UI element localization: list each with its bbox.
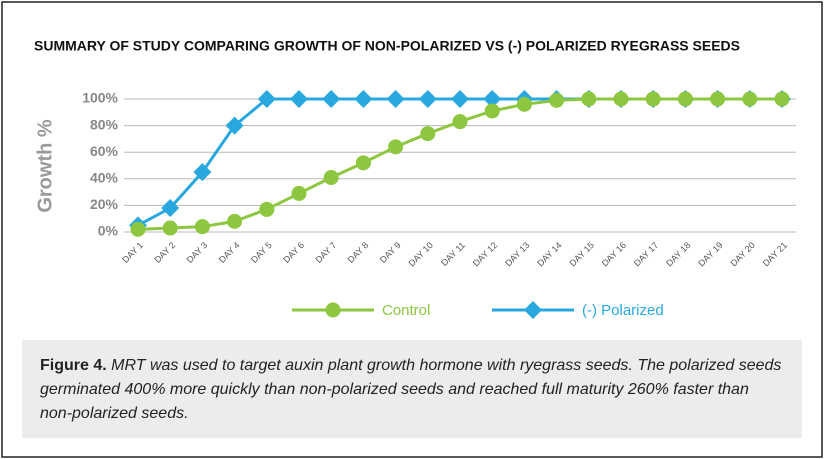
x-tick-label: DAY 7 bbox=[313, 240, 338, 265]
data-point bbox=[484, 103, 500, 119]
data-point bbox=[613, 91, 629, 107]
x-tick-label: DAY 4 bbox=[217, 240, 242, 265]
x-tick-label: DAY 6 bbox=[281, 240, 306, 265]
data-point bbox=[193, 163, 212, 182]
data-point bbox=[386, 90, 405, 108]
data-point bbox=[388, 139, 404, 155]
data-point bbox=[225, 116, 244, 135]
data-point bbox=[418, 90, 437, 108]
x-tick-label: DAY 3 bbox=[185, 240, 210, 265]
data-point bbox=[774, 91, 790, 107]
data-point bbox=[290, 90, 308, 108]
data-point bbox=[194, 219, 210, 235]
data-point bbox=[291, 185, 307, 201]
data-point bbox=[420, 126, 436, 142]
data-point bbox=[452, 114, 468, 130]
y-axis-title: Growth % bbox=[34, 119, 56, 213]
data-point bbox=[322, 90, 341, 108]
x-tick-label: DAY 12 bbox=[471, 240, 499, 268]
data-point bbox=[645, 91, 661, 107]
x-tick-label: DAY 2 bbox=[152, 240, 177, 265]
y-tick-label: 20% bbox=[90, 196, 119, 212]
legend-label: (-) Polarized bbox=[582, 302, 664, 319]
x-tick-label: DAY 21 bbox=[761, 240, 789, 268]
x-tick-label: DAY 9 bbox=[378, 240, 403, 265]
data-point bbox=[259, 201, 275, 217]
x-tick-label: DAY 18 bbox=[664, 240, 692, 268]
x-tick-label: DAY 15 bbox=[567, 240, 595, 268]
legend-label: Control bbox=[382, 302, 430, 319]
data-point bbox=[516, 96, 532, 112]
caption: Figure 4. MRT was used to target auxin p… bbox=[22, 340, 802, 438]
y-tick-label: 80% bbox=[90, 116, 119, 132]
data-point bbox=[354, 90, 373, 108]
y-tick-label: 40% bbox=[90, 170, 119, 186]
data-point bbox=[549, 92, 565, 108]
data-point bbox=[355, 155, 371, 171]
x-tick-label: DAY 17 bbox=[632, 240, 660, 268]
data-point bbox=[742, 91, 758, 107]
x-tick-label: DAY 10 bbox=[406, 240, 434, 268]
x-tick-label: DAY 5 bbox=[249, 240, 274, 265]
data-point bbox=[581, 91, 597, 107]
x-tick-label: DAY 11 bbox=[439, 240, 467, 268]
data-point bbox=[677, 91, 693, 107]
data-point bbox=[451, 90, 469, 108]
caption-label: Figure 4. bbox=[40, 357, 107, 374]
x-tick-label: DAY 16 bbox=[600, 240, 628, 268]
legend-marker bbox=[524, 301, 542, 319]
y-tick-label: 60% bbox=[90, 143, 119, 159]
y-tick-label: 100% bbox=[82, 90, 118, 106]
data-point bbox=[257, 90, 276, 108]
x-tick-label: DAY 1 bbox=[120, 240, 145, 265]
data-point bbox=[130, 221, 146, 237]
x-tick-label: DAY 20 bbox=[728, 240, 756, 268]
x-tick-label: DAY 13 bbox=[503, 240, 531, 268]
data-point bbox=[161, 199, 180, 218]
chart-title: SUMMARY OF STUDY COMPARING GROWTH OF NON… bbox=[34, 38, 740, 54]
data-point bbox=[162, 220, 178, 236]
legend-marker bbox=[325, 302, 341, 318]
data-point bbox=[227, 213, 243, 229]
y-tick-label: 0% bbox=[98, 223, 119, 239]
data-point bbox=[323, 169, 339, 185]
x-tick-label: DAY 19 bbox=[696, 240, 724, 268]
x-tick-label: DAY 14 bbox=[535, 240, 563, 268]
data-point bbox=[710, 91, 726, 107]
caption-text: MRT was used to target auxin plant growt… bbox=[40, 357, 782, 422]
data-point bbox=[483, 90, 502, 108]
x-tick-label: DAY 8 bbox=[346, 240, 371, 265]
